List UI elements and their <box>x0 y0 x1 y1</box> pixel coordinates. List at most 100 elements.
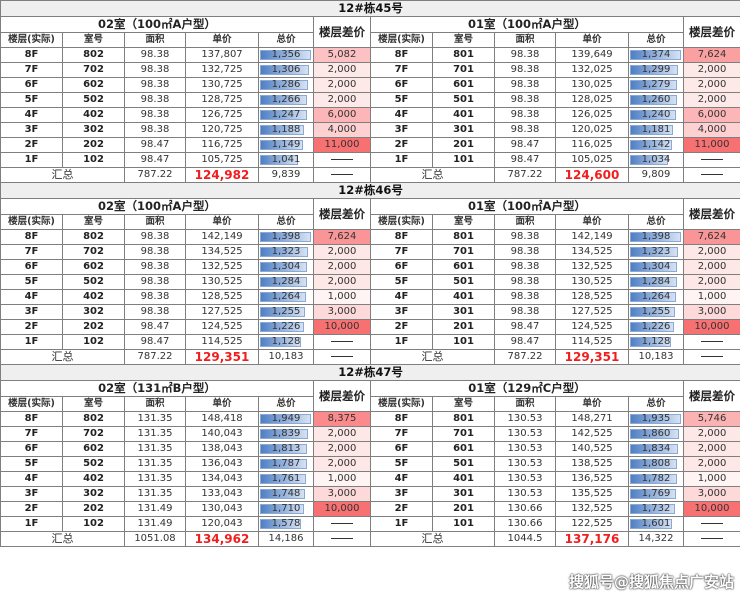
area-cell: 98.47 <box>494 334 556 350</box>
column-header: 室号 <box>62 32 125 48</box>
summary-label: 汇总 <box>0 167 125 183</box>
unit-price-cell: 126,025 <box>555 107 629 123</box>
area-cell: 98.38 <box>124 229 186 245</box>
floor-diff-cell: 7,624 <box>682 47 740 63</box>
total-price-cell: 1,304 <box>258 259 314 275</box>
column-header: 面积 <box>494 396 556 412</box>
summary-unit-price: 137,176 <box>555 531 629 547</box>
floor-diff-cell: 2,000 <box>682 259 740 275</box>
total-price-value: 1,299 <box>641 64 671 75</box>
area-cell: 131.35 <box>124 471 186 487</box>
floor-diff-cell: 2,000 <box>682 244 740 260</box>
area-cell: 98.38 <box>124 244 186 260</box>
total-price-cell: 1,374 <box>628 47 684 63</box>
unit-price-cell: 138,043 <box>185 441 259 457</box>
area-cell: 130.66 <box>494 501 556 517</box>
summary-area: 787.22 <box>494 349 556 365</box>
floor-diff-cell <box>313 334 371 350</box>
total-price-cell: 1,255 <box>628 304 684 320</box>
column-header: 室号 <box>62 214 125 230</box>
area-cell: 98.38 <box>494 259 556 275</box>
room-number-cell: 802 <box>62 229 125 245</box>
total-price-databar <box>630 444 679 454</box>
unit-price-cell: 139,649 <box>555 47 629 63</box>
room-number-cell: 802 <box>62 411 125 427</box>
column-header: 室号 <box>62 396 125 412</box>
room-header-row: 02室（100㎡A户型） 楼层差价 01室（100㎡A户型） 楼层差价 <box>0 16 740 48</box>
unit-price-cell: 132,525 <box>555 259 629 275</box>
total-price-databar <box>260 474 306 484</box>
floor-cell: 4F <box>370 107 433 123</box>
floor-cell: 4F <box>0 471 63 487</box>
total-price-databar <box>630 337 671 347</box>
total-price-cell: 1,601 <box>628 516 684 532</box>
summary-diff <box>313 531 371 547</box>
floor-cell: 6F <box>0 259 63 275</box>
floor-diff-cell: 2,000 <box>313 77 371 93</box>
total-price-value: 1,286 <box>271 79 301 90</box>
floor-cell: 4F <box>370 471 433 487</box>
unit-price-cell: 140,043 <box>185 426 259 442</box>
room-number-cell: 801 <box>432 229 495 245</box>
floor-diff-cell: 11,000 <box>313 137 371 153</box>
room-number-cell: 601 <box>432 259 495 275</box>
area-cell: 98.38 <box>124 47 186 63</box>
floor-diff-cell: 8,375 <box>313 411 371 427</box>
room-type-title: 02室（100㎡A户型） <box>0 16 314 33</box>
summary-total: 9,839 <box>258 167 314 183</box>
room-number-cell: 601 <box>432 441 495 457</box>
summary-area: 787.22 <box>124 167 186 183</box>
total-price-cell: 1,398 <box>628 229 684 245</box>
unit-price-cell: 124,525 <box>185 319 259 335</box>
total-price-value: 1,041 <box>271 154 301 165</box>
room-number-cell: 101 <box>432 334 495 350</box>
column-header: 单价 <box>555 32 629 48</box>
summary-total: 10,183 <box>628 349 684 365</box>
total-price-cell: 1,247 <box>258 107 314 123</box>
unit-price-cell: 128,025 <box>555 92 629 108</box>
column-header: 单价 <box>185 214 259 230</box>
dash-line <box>701 158 724 160</box>
total-price-value: 1,732 <box>641 503 671 514</box>
total-price-value: 1,284 <box>271 276 301 287</box>
area-cell: 130.53 <box>494 486 556 502</box>
room-header-row: 02室（100㎡A户型） 楼层差价 01室（100㎡A户型） 楼层差价 <box>0 198 740 230</box>
floor-cell: 1F <box>370 516 433 532</box>
floor-diff-cell: 2,000 <box>313 259 371 275</box>
total-price-cell: 1,284 <box>258 274 314 290</box>
total-price-value: 1,226 <box>271 321 301 332</box>
total-price-databar <box>260 337 301 347</box>
area-cell: 131.35 <box>124 486 186 502</box>
total-price-cell: 1,782 <box>628 471 684 487</box>
room-number-cell: 501 <box>432 456 495 472</box>
floor-diff-header: 楼层差价 <box>682 198 740 230</box>
floor-diff-cell: 2,000 <box>682 77 740 93</box>
total-price-value: 1,266 <box>271 94 301 105</box>
column-header: 楼层(实际) <box>370 396 433 412</box>
total-price-databar <box>260 247 309 257</box>
area-cell: 130.53 <box>494 441 556 457</box>
summary-unit-price: 129,351 <box>185 349 259 365</box>
room-type-title: 01室（129㎡C户型） <box>370 380 684 397</box>
summary-diff <box>682 349 740 365</box>
floor-diff-cell: 3,000 <box>313 304 371 320</box>
building-title: 12#栋47号 <box>0 364 740 381</box>
room-number-cell: 302 <box>62 304 125 320</box>
room-number-cell: 601 <box>432 77 495 93</box>
floor-diff-cell <box>313 152 371 168</box>
column-header-row: 楼层(实际) 室号 面积 单价 总价 楼层(实际) 室号 面积 单价 总价 <box>0 214 740 230</box>
summary-label: 汇总 <box>370 531 495 547</box>
floor-cell: 7F <box>0 244 63 260</box>
unit-price-cell: 132,725 <box>185 62 259 78</box>
room-header-row: 02室（131㎡B户型） 楼层差价 01室（129㎡C户型） 楼层差价 <box>0 380 740 412</box>
total-price-value: 1,304 <box>641 261 671 272</box>
total-price-cell: 1,188 <box>258 122 314 138</box>
floor-cell: 3F <box>370 304 433 320</box>
room-number-cell: 701 <box>432 244 495 260</box>
dash-line <box>331 158 353 160</box>
floor-cell: 6F <box>370 77 433 93</box>
total-price-cell: 1,304 <box>628 259 684 275</box>
room-number-cell: 702 <box>62 426 125 442</box>
table-row: 6F 602 98.38 130,725 1,286 2,000 6F 601 98.38 130… <box>0 77 740 93</box>
unit-price-cell: 120,043 <box>185 516 259 532</box>
